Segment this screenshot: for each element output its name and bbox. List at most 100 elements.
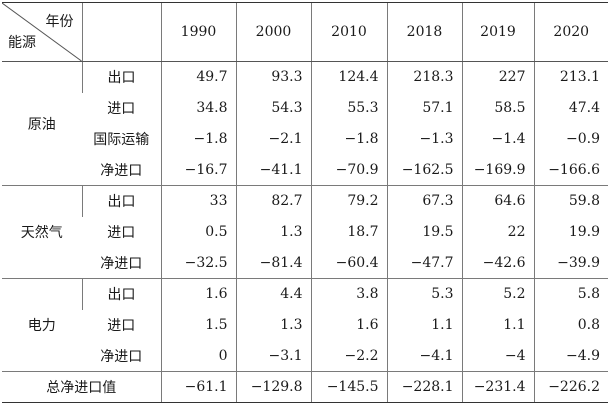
value-cell: 47.4 <box>533 92 608 124</box>
table-row: 电力 出口 1.6 4.4 3.8 5.3 5.2 5.8 <box>2 278 608 372</box>
corner-cell: 年份 能源 <box>2 2 82 62</box>
total-row: 总净进口值 −61.1 −129.8 −145.5 −228.1 −231.4 −226.2 <box>2 371 608 403</box>
value-cell: 93.3 <box>235 61 311 93</box>
year-header: 2018 <box>386 2 462 62</box>
total-value-cell: −226.2 <box>533 371 608 403</box>
row-label-cell: 出口 <box>81 278 161 310</box>
row-label-cell: 国际运输 <box>93 132 150 148</box>
value-cell: 1.5 <box>160 309 236 341</box>
energy-category-cell: 原油 <box>2 61 82 186</box>
year-header: 2010 <box>310 2 387 62</box>
total-label-cell: 总净进口值 <box>2 371 161 403</box>
row-label-cell: 出口 <box>81 185 161 217</box>
table-row: 净进口 −32.5 −81.4 −60.4 −47.7 −42.6 −39.9 <box>2 247 608 279</box>
table-row: 进口 0.5 1.3 18.7 19.5 22 19.9 <box>2 216 608 248</box>
row-label-cell: 出口 <box>81 61 161 93</box>
value-cell: 1.3 <box>235 216 311 248</box>
row-label-cell: 净进口 <box>100 162 143 179</box>
table-row: 天然气 出口 33 82.7 79.2 67.3 64.6 59.8 <box>2 185 608 279</box>
value-cell: 4.4 <box>235 278 311 310</box>
value-cell: 0 <box>160 340 236 372</box>
row-label-cell: 进口 <box>107 225 136 241</box>
value-cell: −166.6 <box>533 154 608 186</box>
value-cell: −70.9 <box>310 154 387 186</box>
value-cell: −2.1 <box>235 123 311 155</box>
value-cell: −41.1 <box>235 154 311 186</box>
value-cell: −1.3 <box>386 123 462 155</box>
value-cell: 64.6 <box>461 185 534 217</box>
corner-blank-cell <box>81 2 161 62</box>
value-cell: 22 <box>461 216 534 248</box>
value-cell: 34.8 <box>160 92 236 124</box>
total-value-cell: −61.1 <box>160 371 236 403</box>
value-cell: −16.7 <box>160 154 236 186</box>
value-cell: 79.2 <box>310 185 387 217</box>
value-cell: 54.3 <box>235 92 311 124</box>
value-cell: −1.8 <box>160 123 236 155</box>
header-row: 年份 能源 1990 2000 2010 2018 2019 2020 <box>2 2 608 62</box>
value-cell: 1.1 <box>386 309 462 341</box>
value-cell: 5.3 <box>386 278 462 310</box>
value-cell: −60.4 <box>310 247 387 279</box>
value-cell: 218.3 <box>386 61 462 93</box>
energy-category-cell: 天然气 <box>2 185 82 279</box>
value-cell: 0.8 <box>533 309 608 341</box>
value-cell: 59.8 <box>533 185 608 217</box>
value-cell: −4.9 <box>533 340 608 372</box>
value-cell: −4.1 <box>386 340 462 372</box>
total-value-cell: −228.1 <box>386 371 462 403</box>
value-cell: 55.3 <box>310 92 387 124</box>
value-cell: −42.6 <box>461 247 534 279</box>
year-header: 1990 <box>160 2 236 62</box>
value-cell: −1.8 <box>310 123 387 155</box>
value-cell: 19.5 <box>386 216 462 248</box>
corner-bottom-label: 能源 <box>8 35 36 51</box>
value-cell: 3.8 <box>310 278 387 310</box>
value-cell: 67.3 <box>386 185 462 217</box>
value-cell: 82.7 <box>235 185 311 217</box>
year-header: 2019 <box>461 2 534 62</box>
value-cell: −3.1 <box>235 340 311 372</box>
row-label-cell: 净进口 <box>100 255 143 272</box>
table-row: 原油 出口 49.7 93.3 124.4 218.3 227 213.1 <box>2 61 608 186</box>
table-row: 进口 34.8 54.3 55.3 57.1 58.5 47.4 <box>2 92 608 124</box>
value-cell: −4 <box>461 340 534 372</box>
value-cell: 18.7 <box>310 216 387 248</box>
year-header: 2000 <box>235 2 311 62</box>
value-cell: 0.5 <box>160 216 236 248</box>
row-label-cell: 净进口 <box>100 348 143 365</box>
table-row: 国际运输 −1.8 −2.1 −1.8 −1.3 −1.4 −0.9 <box>2 123 608 155</box>
value-cell: −169.9 <box>461 154 534 186</box>
total-value-cell: −145.5 <box>310 371 387 403</box>
value-cell: −0.9 <box>533 123 608 155</box>
row-label-cell: 进口 <box>107 318 136 334</box>
value-cell: 5.8 <box>533 278 608 310</box>
value-cell: −39.9 <box>533 247 608 279</box>
total-value-cell: −129.8 <box>235 371 311 403</box>
value-cell: 1.6 <box>310 309 387 341</box>
value-cell: 213.1 <box>533 61 608 93</box>
value-cell: 57.1 <box>386 92 462 124</box>
row-label-cell: 进口 <box>107 101 136 117</box>
corner-top-label: 年份 <box>45 14 74 30</box>
value-cell: 19.9 <box>533 216 608 248</box>
value-cell: 58.5 <box>461 92 534 124</box>
value-cell: 1.3 <box>235 309 311 341</box>
table-row: 净进口 −16.7 −41.1 −70.9 −162.5 −169.9 −166.6 <box>2 154 608 186</box>
table-row: 进口 1.5 1.3 1.6 1.1 1.1 0.8 <box>2 309 608 341</box>
value-cell: 49.7 <box>160 61 236 93</box>
value-cell: −32.5 <box>160 247 236 279</box>
value-cell: 1.1 <box>461 309 534 341</box>
value-cell: 33 <box>160 185 236 217</box>
value-cell: −2.2 <box>310 340 387 372</box>
year-header: 2020 <box>533 2 608 62</box>
total-value-cell: −231.4 <box>461 371 534 403</box>
value-cell: 124.4 <box>310 61 387 93</box>
energy-category-cell: 电力 <box>2 278 82 372</box>
table-row: 净进口 0 −3.1 −2.2 −4.1 −4 −4.9 <box>2 340 608 372</box>
value-cell: −47.7 <box>386 247 462 279</box>
value-cell: −162.5 <box>386 154 462 186</box>
value-cell: 1.6 <box>160 278 236 310</box>
